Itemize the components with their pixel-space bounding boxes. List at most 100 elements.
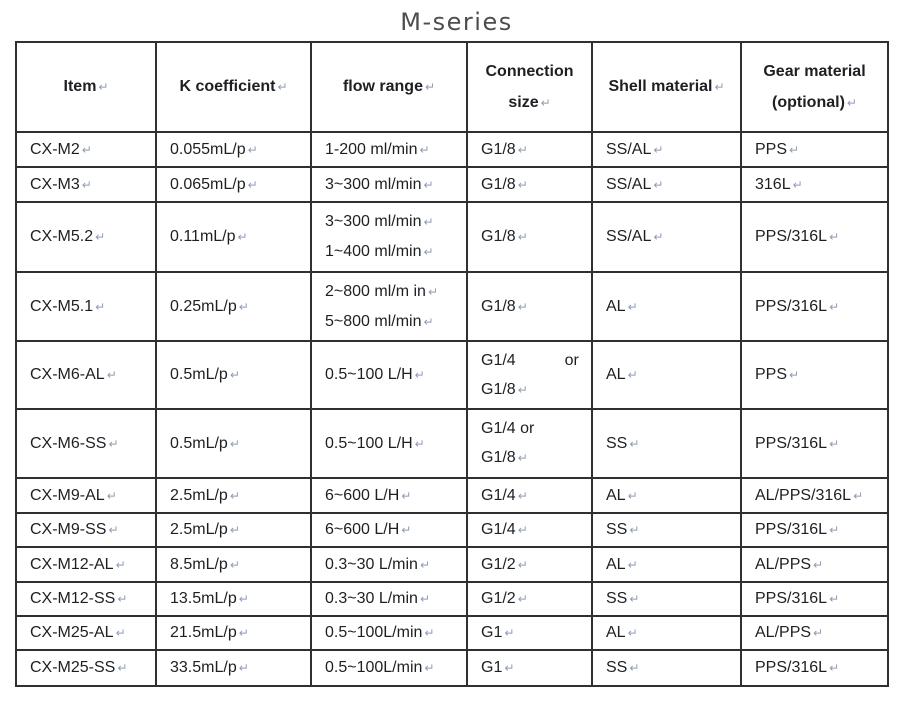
- cell-gear: PPS ↵: [740, 340, 889, 410]
- return-mark-icon: ↵: [504, 626, 515, 640]
- cell-line: G1/8 ↵: [481, 449, 528, 466]
- return-mark-icon: ↵: [813, 626, 824, 640]
- cell-line: 0.25mL/p ↵: [170, 297, 249, 315]
- cell-line: 0.5~100L/min ↵: [325, 624, 435, 641]
- cell-line: CX-M12-SS ↵: [30, 590, 128, 607]
- cell-line: CX-M5.1 ↵: [30, 297, 106, 315]
- return-mark-icon: ↵: [423, 177, 434, 192]
- table-row: CX-M6-SS ↵ 0.5mL/p ↵ 0.5~100 L/H ↵ G1/4 or G1/8…: [15, 408, 889, 479]
- cell-conn: G1/8 ↵: [466, 131, 593, 168]
- return-mark-icon: ↵: [629, 661, 640, 675]
- header-flow: flow range ↵: [310, 41, 468, 133]
- cell-line: PPS/316L ↵: [755, 521, 840, 538]
- return-mark-icon: ↵: [238, 592, 249, 606]
- return-mark-icon: ↵: [115, 626, 126, 640]
- cell-flow: 0.5~100 L/H ↵: [310, 340, 468, 410]
- cell-line: 0.5~100 L/H ↵: [325, 434, 425, 452]
- return-mark-icon: ↵: [115, 557, 126, 572]
- cell-line: 33.5mL/p ↵: [170, 659, 249, 676]
- cell-k: 2.5mL/p ↵: [155, 512, 312, 548]
- cell-item: CX-M5.2 ↵: [15, 201, 157, 273]
- return-mark-icon: ↵: [517, 557, 528, 572]
- cell-item: CX-M25-SS ↵: [15, 649, 157, 687]
- return-mark-icon: ↵: [629, 436, 640, 451]
- return-mark-icon: ↵: [829, 661, 840, 675]
- cell-line: AL ↵: [606, 555, 638, 573]
- cell-line: 6~600 L/H ↵: [325, 521, 412, 538]
- return-mark-icon: ↵: [238, 299, 249, 314]
- cell-k: 2.5mL/p ↵: [155, 477, 312, 514]
- page-title: M-series: [400, 8, 513, 36]
- cell-item: CX-M3 ↵: [15, 166, 157, 203]
- return-mark-icon: ↵: [653, 177, 664, 192]
- cell-shell: AL ↵: [591, 477, 742, 514]
- cell-line: G1 ↵: [481, 659, 515, 676]
- cell-line: 0.11mL/p ↵: [170, 228, 248, 245]
- return-mark-icon: ↵: [424, 626, 435, 640]
- cell-line: G1/4 ↵: [481, 486, 528, 504]
- cell-line: K coefficient ↵: [179, 78, 288, 95]
- return-mark-icon: ↵: [117, 661, 128, 675]
- cell-line: AL/PPS ↵: [755, 555, 824, 573]
- cell-line: AL ↵: [606, 297, 638, 315]
- cell-conn: G1/4 or G1/8 ↵: [466, 408, 593, 479]
- return-mark-icon: ↵: [829, 436, 840, 451]
- cell-shell: SS ↵: [591, 408, 742, 479]
- cell-line: 1~400 ml/min ↵: [325, 243, 434, 260]
- return-mark-icon: ↵: [238, 626, 249, 640]
- cell-line: CX-M6-SS ↵: [30, 434, 119, 452]
- cell-item: CX-M9-SS ↵: [15, 512, 157, 548]
- return-mark-icon: ↵: [829, 592, 840, 606]
- cell-conn: G1/4 ↵: [466, 477, 593, 514]
- return-mark-icon: ↵: [653, 142, 664, 157]
- cell-line: SS ↵: [606, 521, 640, 538]
- return-mark-icon: ↵: [517, 523, 528, 537]
- cell-flow: 0.3~30 L/min ↵: [310, 546, 468, 583]
- cell-line: AL/PPS/316L ↵: [755, 486, 864, 504]
- return-mark-icon: ↵: [789, 368, 800, 382]
- return-mark-icon: ↵: [517, 592, 528, 606]
- return-mark-icon: ↵: [517, 230, 528, 244]
- cell-shell: SS ↵: [591, 649, 742, 687]
- return-mark-icon: ↵: [423, 314, 434, 329]
- cell-line: 0.055mL/p ↵: [170, 140, 258, 158]
- table-row: CX-M12-SS ↵ 13.5mL/p ↵ 0.3~30 L/min ↵ G1/2 ↵ SS ↵…: [15, 581, 889, 617]
- return-mark-icon: ↵: [229, 436, 240, 451]
- cell-conn: G1 ↵: [466, 649, 593, 687]
- return-mark-icon: ↵: [117, 592, 128, 606]
- cell-line: 0.5~100L/min ↵: [325, 659, 435, 676]
- table-row: CX-M25-AL ↵ 21.5mL/p ↵ 0.5~100L/min ↵ G1 ↵ AL ↵ AL…: [15, 615, 889, 651]
- cell-k: 21.5mL/p ↵: [155, 615, 312, 651]
- cell-line: G1/2 ↵: [481, 590, 528, 607]
- return-mark-icon: ↵: [108, 523, 119, 537]
- header-shell: Shell material ↵: [591, 41, 742, 133]
- cell-conn: G1/4 ↵: [466, 512, 593, 548]
- return-mark-icon: ↵: [517, 488, 528, 503]
- return-mark-icon: ↵: [653, 230, 664, 244]
- cell-line: Gear material: [763, 62, 866, 80]
- cell-line: PPS/316L ↵: [755, 590, 840, 607]
- return-mark-icon: ↵: [427, 284, 438, 299]
- return-mark-icon: ↵: [81, 142, 92, 157]
- cell-k: 0.055mL/p ↵: [155, 131, 312, 168]
- cell-shell: SS/AL ↵: [591, 131, 742, 168]
- return-mark-icon: ↵: [627, 557, 638, 572]
- cell-gear: AL/PPS ↵: [740, 546, 889, 583]
- cell-line: 0.065mL/p ↵: [170, 175, 258, 193]
- header-k: K coefficient ↵: [155, 41, 312, 133]
- return-mark-icon: ↵: [829, 299, 840, 314]
- cell-line: CX-M3 ↵: [30, 175, 92, 193]
- cell-flow: 3~300 ml/min ↵: [310, 166, 468, 203]
- cell-k: 13.5mL/p ↵: [155, 581, 312, 617]
- return-mark-icon: ↵: [81, 177, 92, 192]
- cell-line: CX-M25-AL ↵: [30, 624, 126, 641]
- cell-conn: G1/8 ↵: [466, 166, 593, 203]
- cell-item: CX-M2 ↵: [15, 131, 157, 168]
- return-mark-icon: ↵: [401, 523, 412, 537]
- cell-gear: PPS/316L ↵: [740, 408, 889, 479]
- return-mark-icon: ↵: [627, 299, 638, 314]
- cell-flow: 0.5~100L/min ↵: [310, 649, 468, 687]
- cell-k: 0.11mL/p ↵: [155, 201, 312, 273]
- table-row: CX-M9-SS ↵ 2.5mL/p ↵ 6~600 L/H ↵ G1/4 ↵ SS ↵ PPS/3…: [15, 512, 889, 548]
